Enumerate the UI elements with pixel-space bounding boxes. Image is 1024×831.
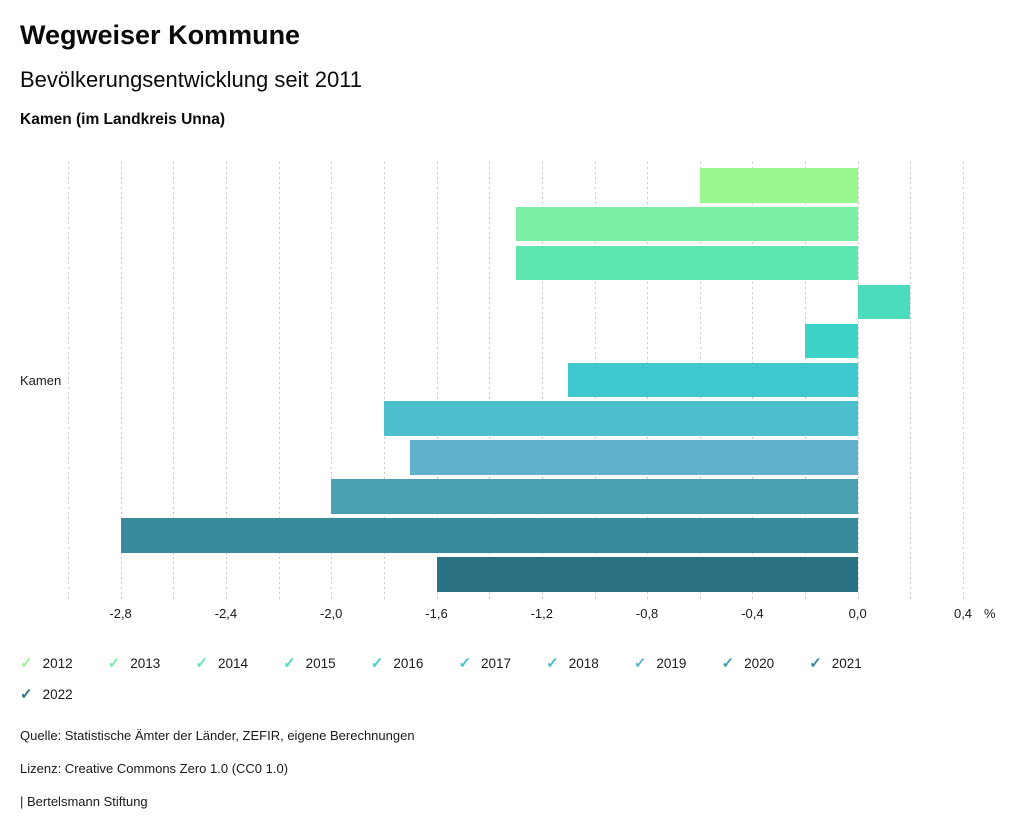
source-text: Quelle: Statistische Ämter der Länder, Z…: [20, 728, 415, 743]
legend-year-label: 2013: [130, 655, 161, 671]
x-axis-tick: -0,8: [635, 606, 659, 621]
bar-2013[interactable]: [515, 206, 858, 242]
legend-item-2021[interactable]: ✓ 2021: [809, 653, 897, 673]
check-icon: ✓: [546, 654, 559, 672]
x-axis-tick: -2,8: [109, 606, 132, 621]
x-axis-tick: -0,4: [741, 606, 764, 621]
legend-item-2020[interactable]: ✓ 2020: [722, 653, 810, 673]
check-icon: ✓: [721, 654, 735, 672]
check-icon: ✓: [809, 654, 822, 672]
check-icon: ✓: [458, 654, 472, 672]
check-icon: ✓: [283, 654, 296, 672]
gridline: [963, 162, 964, 600]
bar-2012[interactable]: [699, 168, 858, 203]
legend-year-label: 2014: [217, 655, 248, 671]
x-axis-tick: 0,0: [848, 606, 867, 621]
license-text: Lizenz: Creative Commons Zero 1.0 (CC0 1…: [20, 761, 289, 776]
bar-2019[interactable]: [410, 440, 858, 475]
bar-2022[interactable]: [436, 557, 858, 592]
gridline: [331, 162, 333, 600]
x-axis-tick: -1,2: [530, 606, 553, 621]
bar-2018[interactable]: [383, 401, 858, 436]
legend-item-2022[interactable]: ✓ 2022: [20, 684, 108, 704]
legend: ✓ 2012 ✓ 2013 ✓ 2014 ✓ 2015 ✓ 2016 ✓ 2017 ✓ 2018 ✓ 2019…: [20, 653, 915, 715]
gridline: [436, 162, 438, 600]
legend-year-label: 2021: [831, 655, 862, 671]
chart-subtitle: Bevölkerungsentwicklung seit 2011: [20, 67, 363, 92]
gridline: [541, 162, 543, 600]
legend-year-label: 2016: [393, 655, 424, 671]
legend-year-label: 2022: [42, 686, 73, 702]
bar-2017[interactable]: [568, 362, 858, 397]
legend-year-label: 2017: [481, 655, 512, 671]
gridline: [383, 162, 385, 600]
brand-text: | Bertelsmann Stiftung: [20, 794, 148, 809]
legend-item-2014[interactable]: ✓ 2014: [195, 653, 283, 673]
gridline: [173, 162, 175, 600]
gridline: [489, 162, 491, 600]
legend-year-label: 2012: [42, 655, 73, 671]
footer: Quelle: Statistische Ämter der Länder, Z…: [20, 728, 415, 827]
x-axis-tick: -2,0: [319, 606, 343, 621]
gridline: [120, 162, 122, 600]
legend-item-2012[interactable]: ✓ 2012: [20, 653, 108, 673]
region-label: Kamen (im Landkreis Unna): [20, 111, 225, 128]
gridline: [278, 162, 280, 600]
legend-item-2016[interactable]: ✓ 2016: [371, 653, 459, 673]
gridline: [857, 162, 859, 600]
legend-item-2017[interactable]: ✓ 2017: [458, 653, 546, 673]
legend-year-label: 2020: [744, 655, 775, 671]
bar-chart: Kamen -2,8 -2,4 -2,0 -1,6 -1,2 -0,8 -0,4 0,0 0,4…: [0, 162, 1024, 632]
check-icon: ✓: [370, 654, 384, 672]
legend-item-2019[interactable]: ✓ 2019: [634, 653, 722, 673]
x-axis-tick: 0,4: [953, 606, 973, 621]
x-axis-tick: -1,6: [425, 606, 448, 621]
bar-2021[interactable]: [120, 518, 858, 553]
bar-2015[interactable]: [857, 284, 911, 320]
legend-year-label: 2015: [305, 655, 336, 671]
gridline: [225, 162, 227, 600]
check-icon: ✓: [20, 685, 33, 703]
bar-2014[interactable]: [515, 245, 858, 281]
page-title: Wegweiser Kommune: [20, 20, 301, 50]
plot-area: -2,8 -2,4 -2,0 -1,6 -1,2 -0,8 -0,4 0,0 0,4: [68, 162, 972, 621]
legend-item-2018[interactable]: ✓ 2018: [546, 653, 634, 673]
check-icon: ✓: [633, 654, 647, 672]
legend-year-label: 2019: [656, 655, 687, 671]
gridline: [910, 162, 912, 600]
check-icon: ✓: [195, 654, 208, 672]
legend-item-2015[interactable]: ✓ 2015: [283, 653, 371, 673]
legend-item-2013[interactable]: ✓ 2013: [108, 653, 196, 673]
x-axis-unit-label: %: [984, 606, 996, 621]
bar-2020[interactable]: [331, 479, 858, 514]
check-icon: ✓: [20, 654, 33, 672]
y-axis-category-label: Kamen: [20, 373, 62, 388]
check-icon: ✓: [107, 654, 121, 672]
legend-year-label: 2018: [568, 655, 599, 671]
x-axis-tick: -2,4: [214, 606, 238, 621]
chart-header: Wegweiser Kommune Bevölkerungsentwicklun…: [20, 20, 362, 129]
bar-2016[interactable]: [805, 323, 858, 359]
gridline: [68, 162, 69, 600]
